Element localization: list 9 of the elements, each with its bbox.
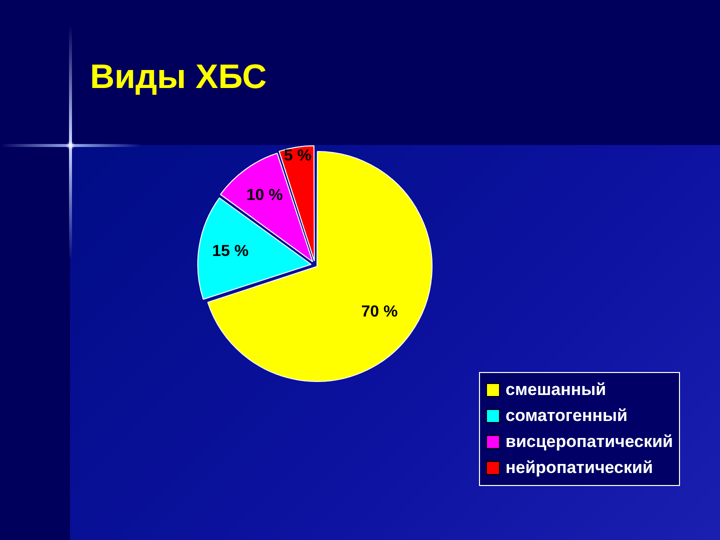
data-label: 10 %	[246, 187, 283, 204]
legend-label: соматогенный	[506, 406, 628, 426]
legend-label: висцеропатический	[506, 432, 673, 452]
legend-label: смешанный	[506, 380, 606, 400]
data-label: 5 %	[284, 147, 312, 164]
legend-label: нейропатический	[506, 458, 653, 478]
data-label: 15 %	[212, 242, 249, 260]
data-label: 70 %	[361, 303, 398, 320]
chart-title: Виды ХБС	[90, 58, 267, 97]
